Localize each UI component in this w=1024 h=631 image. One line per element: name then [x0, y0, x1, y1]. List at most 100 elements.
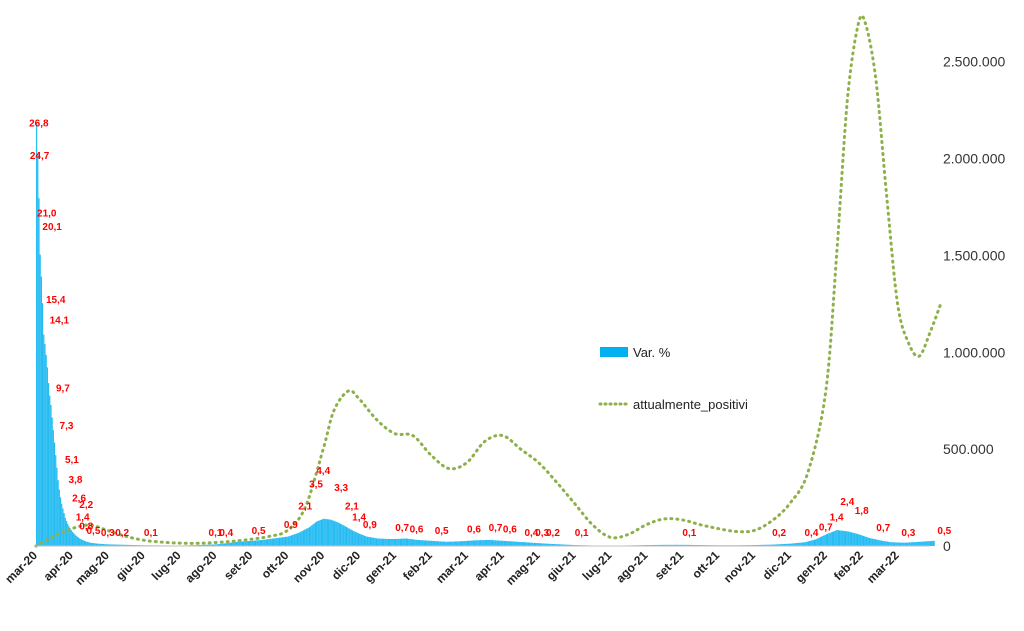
bar — [500, 540, 502, 546]
bar — [476, 540, 478, 546]
bar — [689, 544, 691, 546]
y-tick-label: 0 — [943, 538, 951, 554]
bar — [55, 455, 57, 546]
bar — [499, 540, 501, 546]
bar — [773, 544, 775, 546]
bar — [259, 540, 261, 546]
data-label: 0,7 — [489, 523, 503, 534]
bar — [409, 538, 411, 546]
bar — [555, 544, 557, 546]
bar — [368, 537, 370, 546]
bar — [556, 544, 558, 546]
bar — [300, 531, 302, 546]
bar — [466, 540, 468, 546]
bar — [481, 540, 483, 547]
data-label: 14,1 — [50, 315, 70, 326]
bar — [818, 537, 820, 546]
bar — [856, 533, 859, 546]
bar — [71, 531, 74, 546]
bar — [501, 540, 503, 546]
bar — [64, 517, 66, 546]
bar — [299, 532, 301, 546]
bar — [381, 538, 384, 546]
bar — [436, 541, 439, 546]
bar — [759, 544, 762, 546]
bar — [380, 538, 382, 546]
bar — [232, 542, 234, 546]
bar — [920, 541, 922, 546]
x-tick-label: mag-21 — [503, 548, 543, 588]
data-label: 20,1 — [42, 222, 62, 233]
bar — [69, 528, 71, 546]
bar — [120, 544, 123, 546]
bar — [95, 543, 98, 546]
bar — [552, 544, 555, 546]
bar — [757, 544, 759, 546]
bar — [345, 526, 348, 546]
bar — [873, 539, 875, 546]
bar — [44, 343, 46, 546]
bar — [253, 540, 255, 546]
bar — [832, 531, 835, 546]
x-tick-label: gen-21 — [362, 548, 399, 585]
bar — [882, 540, 884, 546]
data-label: 0,8 — [79, 522, 93, 533]
bar-series-var-pct — [36, 123, 935, 547]
bar — [429, 540, 431, 546]
bar — [804, 542, 806, 546]
bar — [435, 541, 437, 546]
bar — [464, 540, 466, 546]
bar — [56, 467, 58, 546]
bar — [274, 538, 276, 546]
bar — [898, 542, 900, 546]
bar — [344, 526, 346, 546]
bar — [509, 541, 512, 546]
bar — [854, 533, 856, 546]
bar — [442, 541, 445, 546]
bar — [513, 541, 515, 546]
bar — [396, 538, 398, 546]
bar — [216, 544, 218, 546]
bar — [896, 542, 898, 546]
bar — [385, 538, 387, 546]
bar — [459, 541, 461, 546]
bar — [910, 542, 912, 546]
bar — [317, 521, 319, 546]
bar — [215, 544, 217, 546]
bar — [290, 535, 293, 546]
bar — [800, 542, 802, 546]
bar — [104, 544, 106, 546]
y-tick-label: 2.500.000 — [943, 54, 1005, 70]
bar — [314, 522, 317, 546]
bar — [675, 544, 677, 546]
bar — [514, 541, 516, 546]
bar — [496, 540, 498, 546]
bar — [842, 530, 844, 546]
data-label: 0,7 — [819, 522, 833, 533]
bar — [130, 544, 132, 546]
bar — [355, 532, 357, 546]
bar — [932, 540, 934, 546]
bar — [379, 538, 381, 546]
bar — [894, 542, 896, 546]
bar — [864, 536, 866, 546]
bar — [418, 540, 421, 546]
bar — [417, 539, 419, 546]
bar — [543, 543, 545, 546]
bar — [53, 442, 56, 546]
bar — [359, 533, 361, 546]
bar — [787, 543, 789, 546]
bar — [805, 541, 807, 546]
bar — [414, 539, 416, 546]
bar — [392, 538, 394, 546]
bar — [40, 276, 42, 546]
bar — [123, 544, 125, 546]
bar — [782, 544, 784, 546]
bar — [233, 542, 235, 546]
bar — [652, 544, 654, 546]
bar — [214, 544, 216, 546]
bar — [503, 540, 506, 546]
bar — [926, 541, 928, 546]
bar — [861, 535, 863, 546]
